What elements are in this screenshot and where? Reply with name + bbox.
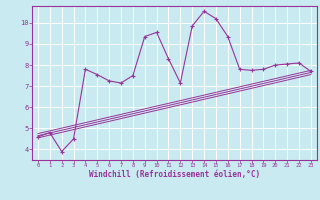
X-axis label: Windchill (Refroidissement éolien,°C): Windchill (Refroidissement éolien,°C): [89, 170, 260, 179]
